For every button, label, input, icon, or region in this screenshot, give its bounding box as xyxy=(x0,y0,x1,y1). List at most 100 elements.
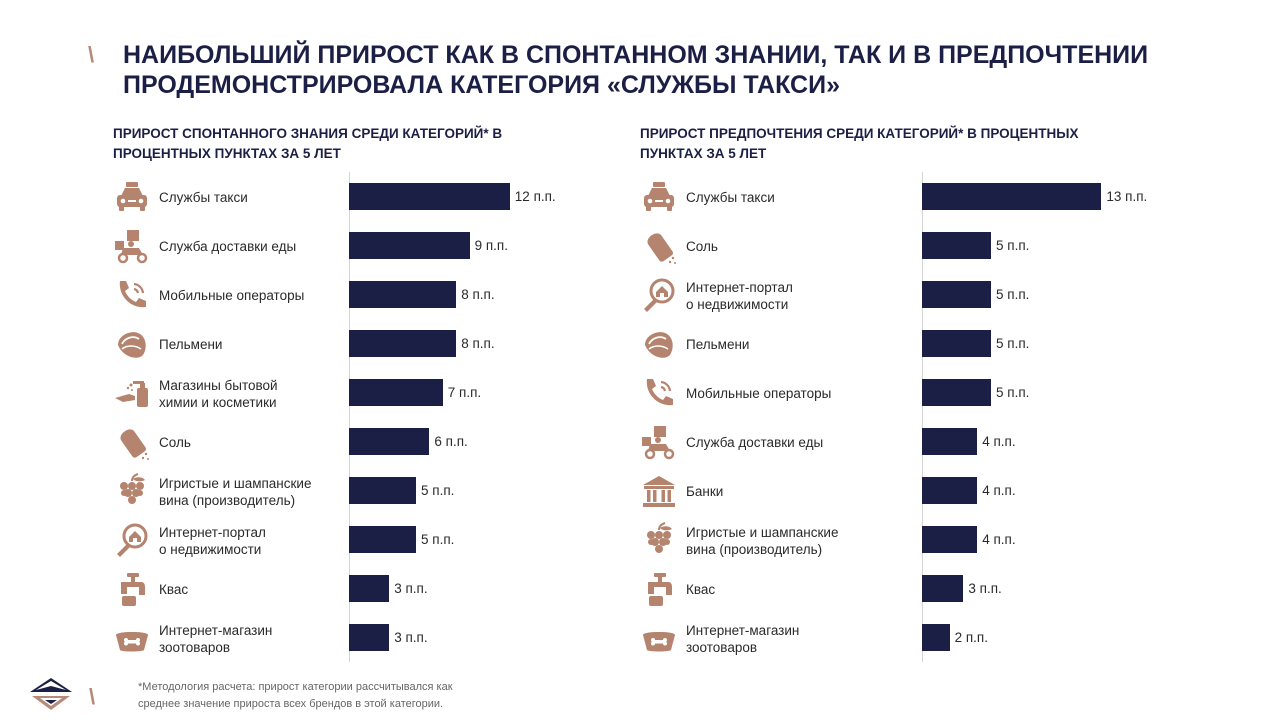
data-label: 3 п.п. xyxy=(968,581,1002,596)
phone-icon xyxy=(113,276,151,314)
data-label: 8 п.п. xyxy=(461,287,495,302)
taxi-icon xyxy=(640,178,678,216)
real-estate-search-icon xyxy=(113,521,151,559)
category-label: Мобильные операторы xyxy=(159,288,305,303)
chart-axis-line xyxy=(349,172,350,662)
tap-icon xyxy=(640,570,678,608)
food-delivery-icon xyxy=(640,423,678,461)
data-label: 5 п.п. xyxy=(996,336,1030,351)
salt-icon xyxy=(640,227,678,265)
data-label: 5 п.п. xyxy=(421,532,455,547)
chart-row: Служба доставки еды 4 п.п. xyxy=(640,418,1200,467)
bar xyxy=(349,379,443,406)
bar xyxy=(349,477,416,504)
bar xyxy=(922,428,978,455)
data-label: 9 п.п. xyxy=(474,238,508,253)
category-label: Соль xyxy=(686,239,718,254)
data-label: 5 п.п. xyxy=(996,385,1030,400)
food-delivery-icon xyxy=(113,227,151,265)
data-label: 3 п.п. xyxy=(394,630,428,645)
title-accent-slash: \ xyxy=(88,42,95,67)
data-label: 13 п.п. xyxy=(1106,189,1148,204)
chart-row: Служба доставки еды 9 п.п. xyxy=(113,222,673,271)
category-label: Банки xyxy=(686,484,724,499)
bar xyxy=(349,624,390,651)
chart-row: Игристые и шампанские вина (производител… xyxy=(640,516,1200,565)
data-label: 8 п.п. xyxy=(461,336,495,351)
footnote: *Методология расчета: прирост категории … xyxy=(138,681,453,710)
category-label: Пельмени xyxy=(686,337,750,352)
chart-row: Соль 5 п.п. xyxy=(640,222,1200,271)
taxi-icon xyxy=(113,178,151,216)
category-label: Соль xyxy=(159,435,191,450)
footer-accent-slash: \ xyxy=(89,684,96,709)
grapes-icon xyxy=(640,521,678,559)
category-label: Интернет-портал о недвижимости xyxy=(686,279,793,312)
category-label: Служба доставки еды xyxy=(159,239,297,254)
data-label: 5 п.п. xyxy=(996,287,1030,302)
data-label: 12 п.п. xyxy=(514,189,556,204)
chart-axis-line xyxy=(922,172,923,662)
data-label: 4 п.п. xyxy=(982,532,1016,547)
bar xyxy=(349,330,457,357)
bar xyxy=(922,330,991,357)
pet-bowl-icon xyxy=(113,619,151,657)
category-label: Интернет-магазин зоотоваров xyxy=(686,622,800,655)
data-label: 6 п.п. xyxy=(434,434,468,449)
data-label: 7 п.п. xyxy=(447,385,482,400)
phone-icon xyxy=(640,374,678,412)
bar xyxy=(922,526,978,553)
chart-row: Банки 4 п.п. xyxy=(640,467,1200,516)
category-label: Интернет-магазин зоотоваров xyxy=(159,622,273,655)
chart-row: Службы такси 13 п.п. xyxy=(640,173,1200,222)
grapes-icon xyxy=(113,472,151,510)
bar xyxy=(349,232,470,259)
bar xyxy=(349,281,457,308)
data-label: 5 п.п. xyxy=(421,483,455,498)
bar xyxy=(922,477,978,504)
chart-title: ПРИРОСТ ПРЕДПОЧТЕНИЯ СРЕДИ КАТЕГОРИЙ* В … xyxy=(640,126,1079,161)
chart-row: Мобильные операторы 5 п.п. xyxy=(640,369,1200,418)
chart-row: Соль 6 п.п. xyxy=(113,418,673,467)
category-label: Квас xyxy=(686,582,716,597)
data-label: 4 п.п. xyxy=(982,483,1016,498)
chart-row: Пельмени 8 п.п. xyxy=(113,320,673,369)
chart-row: Мобильные операторы 8 п.п. xyxy=(113,271,673,320)
category-label: Службы такси xyxy=(686,190,775,205)
salt-icon xyxy=(113,423,151,461)
category-label: Службы такси xyxy=(159,190,248,205)
bar xyxy=(922,183,1102,210)
chart-row: Пельмени 5 п.п. xyxy=(640,320,1200,369)
chart-row: Интернет-портал о недвижимости 5 п.п. xyxy=(113,516,673,565)
category-label: Квас xyxy=(159,582,189,597)
chart-row: Квас 3 п.п. xyxy=(640,565,1200,614)
category-label: Служба доставки еды xyxy=(686,435,824,450)
bar xyxy=(349,526,416,553)
chart-row: Интернет-магазин зоотоваров 2 п.п. xyxy=(640,614,1200,663)
category-label: Интернет-портал о недвижимости xyxy=(159,524,266,557)
chart-panel-awareness: ПРИРОСТ СПОНТАННОГО ЗНАНИЯ СРЕДИ КАТЕГОР… xyxy=(113,124,556,662)
household-chemicals-icon xyxy=(113,374,151,412)
bar xyxy=(922,624,950,651)
chart-title: ПРИРОСТ СПОНТАННОГО ЗНАНИЯ СРЕДИ КАТЕГОР… xyxy=(113,126,503,161)
category-label: Мобильные операторы xyxy=(686,386,832,401)
bar xyxy=(922,379,991,406)
data-label: 4 п.п. xyxy=(982,434,1016,449)
dumpling-icon xyxy=(640,325,678,363)
data-label: 3 п.п. xyxy=(394,581,428,596)
bar xyxy=(349,183,510,210)
pet-bowl-icon xyxy=(640,619,678,657)
bar xyxy=(922,575,964,602)
chart-row: Службы такси 12 п.п. xyxy=(113,173,673,222)
tap-icon xyxy=(113,570,151,608)
chart-row: Интернет-портал о недвижимости 5 п.п. xyxy=(640,271,1200,320)
category-label: Магазины бытовой химии и косметики xyxy=(159,377,278,410)
chart-panel-preference: ПРИРОСТ ПРЕДПОЧТЕНИЯ СРЕДИ КАТЕГОРИЙ* В … xyxy=(640,124,1147,662)
bank-icon xyxy=(640,472,678,510)
chart-row: Игристые и шампанские вина (производител… xyxy=(113,467,673,516)
real-estate-search-icon xyxy=(640,276,678,314)
chart-row: Квас 3 п.п. xyxy=(113,565,673,614)
chart-row: Магазины бытовой химии и косметики 7 п.п. xyxy=(113,369,673,418)
category-label: Игристые и шампанские вина (производител… xyxy=(159,475,312,508)
page-title: НАИБОЛЬШИЙ ПРИРОСТ КАК В СПОНТАННОМ ЗНАН… xyxy=(123,41,1149,99)
